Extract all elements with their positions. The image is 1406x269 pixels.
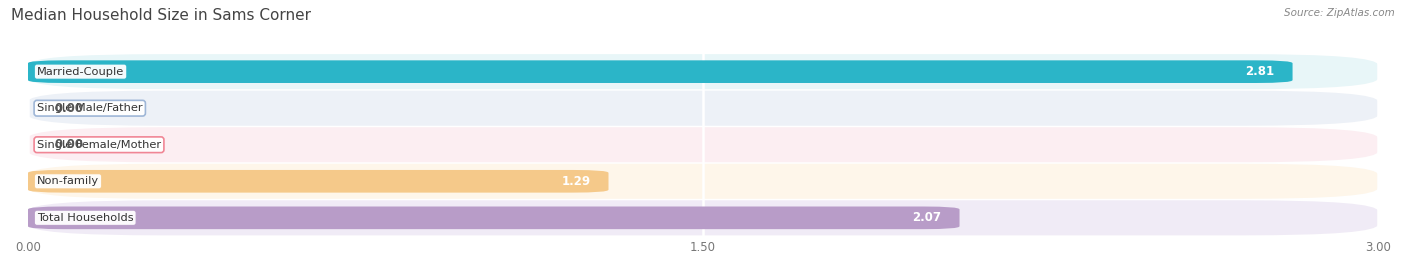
Text: 2.07: 2.07 — [912, 211, 942, 224]
Text: 1.29: 1.29 — [561, 175, 591, 188]
FancyBboxPatch shape — [28, 164, 1378, 199]
FancyBboxPatch shape — [28, 54, 1378, 89]
Text: Median Household Size in Sams Corner: Median Household Size in Sams Corner — [11, 8, 311, 23]
Text: Married-Couple: Married-Couple — [37, 67, 124, 77]
Text: Single Male/Father: Single Male/Father — [37, 103, 142, 113]
FancyBboxPatch shape — [28, 170, 609, 193]
Text: 0.00: 0.00 — [55, 102, 84, 115]
FancyBboxPatch shape — [28, 60, 1292, 83]
Text: 2.81: 2.81 — [1246, 65, 1275, 78]
FancyBboxPatch shape — [28, 200, 1378, 235]
Text: 0.00: 0.00 — [55, 138, 84, 151]
FancyBboxPatch shape — [28, 127, 1378, 162]
FancyBboxPatch shape — [28, 91, 1378, 126]
FancyBboxPatch shape — [28, 207, 959, 229]
Text: Total Households: Total Households — [37, 213, 134, 223]
Text: Single Female/Mother: Single Female/Mother — [37, 140, 162, 150]
Text: Source: ZipAtlas.com: Source: ZipAtlas.com — [1284, 8, 1395, 18]
Text: Non-family: Non-family — [37, 176, 98, 186]
